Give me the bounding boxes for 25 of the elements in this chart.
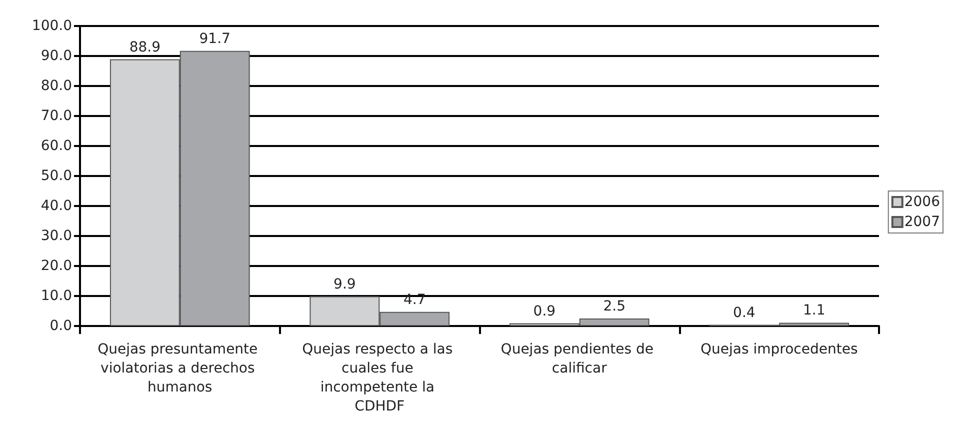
y-tick-label: 60.0 [40, 138, 72, 154]
x-tick-label: Quejas presuntamente violatorias a derechos humanos [98, 342, 262, 396]
data-label: 4.7 [403, 292, 426, 308]
x-tick-label: Quejas respecto a las cuales fue incompetente la CDHDF [302, 342, 458, 414]
data-label: 1.1 [802, 302, 826, 319]
data-label: 0.9 [533, 303, 556, 320]
y-tick-label: 100.0 [32, 18, 72, 34]
y-tick-label: 50.0 [40, 168, 72, 184]
y-tick-label: 80.0 [40, 78, 72, 94]
data-label: 88.9 [129, 39, 161, 56]
data-label: 0.4 [733, 304, 756, 321]
y-tick-label: 70.0 [40, 108, 72, 124]
data-label: 9.9 [334, 276, 356, 292]
data-label: 91.7 [199, 30, 230, 47]
y-tick-label: 30.0 [40, 228, 72, 244]
y-tick-label: 40.0 [40, 198, 72, 214]
y-tick-label: 10.0 [40, 288, 72, 304]
x-tick-label: Quejas improcedentes [700, 342, 858, 358]
legend-label: 2007 [904, 214, 940, 230]
y-tick-label: 90.0 [40, 48, 72, 64]
x-tick-label: Quejas pendientes de calificar [500, 342, 658, 376]
y-tick-label: 20.0 [40, 258, 72, 274]
legend-label: 2006 [904, 194, 940, 210]
data-label: 2.5 [603, 298, 626, 314]
y-tick-label: 0.0 [50, 318, 72, 334]
